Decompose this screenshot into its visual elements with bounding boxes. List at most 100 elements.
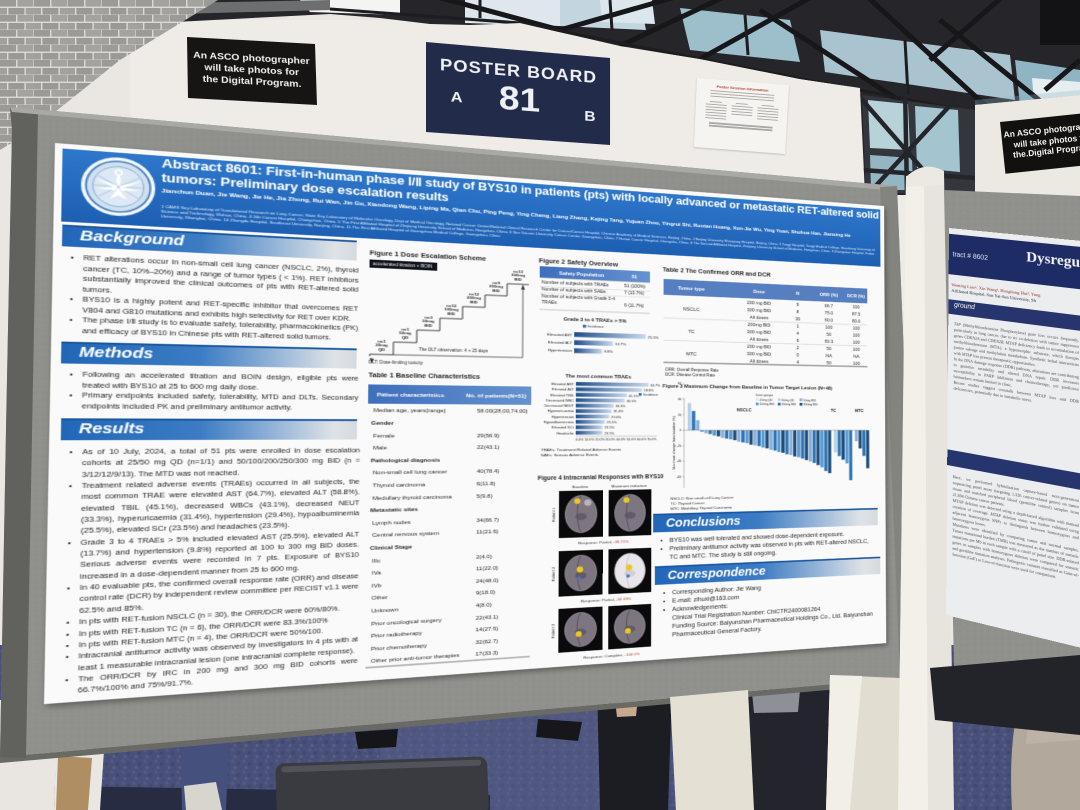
svg-text:DCR (%): DCR (%)	[847, 294, 865, 300]
svg-text:BID: BID	[424, 324, 432, 329]
svg-text:Patient 1: Patient 1	[552, 507, 557, 522]
svg-text:NSCLC: Non small cell Lung Can: NSCLC: Non small cell Lung Cancer	[670, 496, 733, 502]
svg-text:Maximum change from baseline (: Maximum change from baseline (%)	[672, 416, 676, 470]
svg-text:Figure 2 Safety Overview: Figure 2 Safety Overview	[539, 257, 619, 268]
svg-text:IVa: IVa	[372, 571, 381, 577]
svg-text:NSCLC: NSCLC	[737, 409, 752, 413]
svg-text:13.7%: 13.7%	[615, 342, 627, 347]
svg-text:NSCLC: NSCLC	[683, 307, 700, 313]
svg-text:100mg BID: 100mg BID	[760, 402, 775, 406]
svg-text:MTC: MTC	[686, 352, 697, 357]
svg-text:n=13: n=13	[513, 270, 523, 275]
svg-text:n=12: n=12	[469, 292, 479, 297]
svg-text:17(33.3): 17(33.3)	[475, 651, 498, 658]
svg-text:TRAEs: Treatment Related Adver: TRAEs: Treatment Related Adverse Events	[541, 448, 622, 453]
svg-text:200mg: 200mg	[467, 296, 481, 301]
svg-text:22(43.1): 22(43.1)	[476, 614, 499, 621]
svg-text:75.0: 75.0	[825, 311, 834, 316]
svg-text:1: 1	[796, 324, 799, 329]
svg-text:9(18.0): 9(18.0)	[476, 590, 495, 596]
svg-text:n=12: n=12	[446, 304, 457, 309]
svg-text:Decreased NEUT: Decreased NEUT	[544, 404, 574, 408]
svg-text:QD: QD	[378, 348, 385, 353]
svg-text:Elevated ALT: Elevated ALT	[548, 340, 572, 345]
svg-text:BID: BID	[514, 278, 522, 283]
svg-text:14(27.5): 14(27.5)	[476, 626, 499, 633]
svg-text:Figure 4 Intracranial Response: Figure 4 Intracranial Responses with BYS…	[538, 473, 664, 482]
svg-text:Prior radiotherapy: Prior radiotherapy	[371, 631, 423, 640]
svg-text:Pathological diagnosis: Pathological diagnosis	[371, 458, 440, 464]
svg-text:100: 100	[853, 347, 861, 352]
svg-text:4(8.0): 4(8.0)	[476, 603, 492, 609]
svg-text:Male: Male	[373, 446, 387, 452]
svg-text:0: 0	[680, 428, 682, 432]
svg-text:29(56.9): 29(56.9)	[477, 433, 500, 438]
svg-text:250mg: 250mg	[489, 285, 503, 290]
svg-text:Hypertension: Hypertension	[548, 349, 573, 354]
svg-text:9.8%: 9.8%	[604, 350, 614, 355]
svg-text:51 (100%): 51 (100%)	[624, 285, 645, 290]
svg-text:NA: NA	[853, 354, 860, 359]
svg-text:N: N	[796, 291, 800, 296]
svg-text:300mg: 300mg	[511, 273, 525, 278]
svg-text:23.5%: 23.5%	[604, 426, 614, 430]
svg-text:100: 100	[853, 305, 861, 310]
svg-text:Patient 3: Patient 3	[551, 624, 556, 639]
svg-text:Lymph nodes: Lymph nodes	[372, 520, 411, 527]
svg-text:6(11.8): 6(11.8)	[477, 481, 496, 487]
svg-text:7 (13.7%): 7 (13.7%)	[624, 291, 644, 296]
svg-text:Hypoalbuminemia: Hypoalbuminemia	[544, 420, 575, 424]
svg-text:Elevated TBIL: Elevated TBIL	[550, 393, 574, 397]
svg-text:Response: Partial, -38.71%: Response: Partial, -38.71%	[578, 540, 629, 546]
svg-text:25.5%: 25.5%	[648, 335, 660, 340]
svg-text:-40: -40	[677, 459, 682, 463]
svg-text:43.1%: 43.1%	[626, 399, 636, 403]
svg-text:0.0% 10.0% 20.0% 30.0% 40.: 0.0% 10.0% 20.0% 30.0% 40.0% 50.0% 60.0%…	[576, 437, 657, 441]
svg-text:Median age, years(range): Median age, years(range)	[373, 408, 446, 414]
svg-text:Elevated AST: Elevated AST	[551, 382, 574, 386]
svg-text:50: 50	[827, 346, 832, 351]
svg-text:300 mg BID: 300 mg BID	[747, 308, 772, 314]
svg-text:NA: NA	[826, 354, 833, 359]
svg-text:Patient 2: Patient 2	[551, 567, 556, 582]
svg-text:66.7: 66.7	[825, 304, 834, 309]
svg-text:Female: Female	[373, 433, 395, 439]
svg-text:-20: -20	[677, 444, 682, 448]
svg-text:25mg QD: 25mg QD	[760, 398, 773, 402]
svg-text:4: 4	[797, 360, 800, 365]
svg-text:Other prior anti-tumor therapi: Other prior anti-tumor therapies	[371, 653, 460, 665]
svg-text:33.3%: 33.3%	[615, 404, 625, 408]
svg-text:200mg BID: 200mg BID	[782, 403, 797, 407]
svg-text:58.8%: 58.8%	[644, 389, 654, 393]
svg-text:MTC: Medullary Thyroid Carcino: MTC: Medullary Thyroid Carcinoma	[670, 506, 732, 512]
svg-text:Clinical Stage: Clinical Stage	[370, 545, 412, 552]
svg-text:29.4%: 29.4%	[611, 415, 621, 419]
svg-text:n=9: n=9	[492, 281, 500, 286]
svg-text:5(9.8): 5(9.8)	[477, 494, 493, 500]
svg-text:100: 100	[825, 325, 833, 330]
svg-text:MTC: MTC	[855, 409, 864, 413]
svg-text:IIIc: IIIc	[372, 558, 381, 564]
svg-text:Central nervous system: Central nervous system	[372, 531, 439, 539]
svg-text:24(48.0): 24(48.0)	[476, 578, 499, 584]
svg-text:BID: BID	[492, 289, 500, 294]
svg-text:Other: Other	[371, 595, 388, 601]
svg-text:64.7%: 64.7%	[650, 384, 660, 388]
svg-text:ORR (%): ORR (%)	[820, 292, 838, 298]
svg-text:100: 100	[853, 340, 861, 345]
svg-text:Patient characteristics: Patient characteristics	[377, 392, 445, 398]
svg-text:80.0: 80.0	[852, 319, 861, 324]
svg-text:23.5%: 23.5%	[604, 431, 614, 435]
svg-text:60.0: 60.0	[825, 318, 834, 323]
svg-text:50mg: 50mg	[399, 331, 411, 336]
svg-text:Hypertension: Hypertension	[552, 415, 575, 419]
svg-text:83.3: 83.3	[825, 339, 834, 344]
svg-text:Thyroid carcinoma: Thyroid carcinoma	[373, 482, 426, 488]
svg-text:32(62.7): 32(62.7)	[475, 639, 498, 646]
svg-text:100mg: 100mg	[444, 308, 458, 313]
svg-text:IVb: IVb	[372, 583, 382, 589]
svg-text:No. of patients(N=51): No. of patients(N=51)	[466, 393, 526, 399]
svg-text:87.5: 87.5	[852, 312, 861, 317]
svg-text:9: 9	[796, 303, 799, 308]
svg-text:Table 2 The Confirmed ORR and: Table 2 The Confirmed ORR and DCR	[663, 266, 771, 278]
